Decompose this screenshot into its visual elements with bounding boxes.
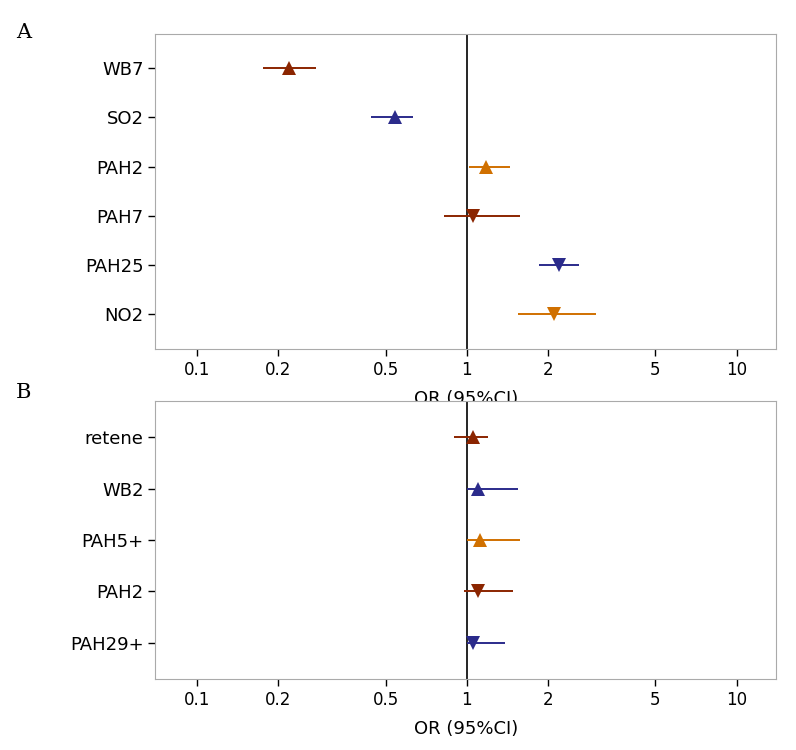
Text: A: A bbox=[16, 22, 31, 41]
X-axis label: OR (95%CI): OR (95%CI) bbox=[414, 390, 517, 408]
X-axis label: OR (95%CI): OR (95%CI) bbox=[414, 720, 517, 738]
Text: B: B bbox=[16, 382, 31, 401]
